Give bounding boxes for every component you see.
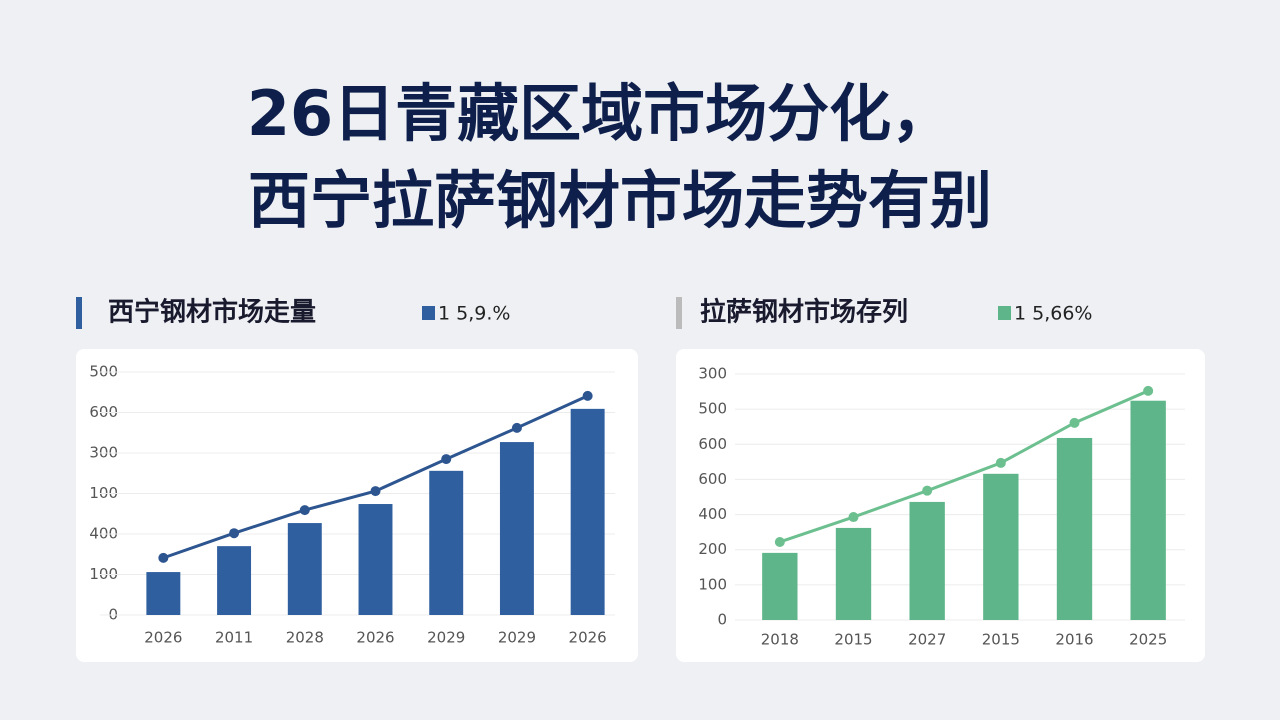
x-tick-label: 2026 <box>569 629 607 647</box>
heading-accent <box>676 297 682 329</box>
heading-accent <box>76 297 82 329</box>
x-tick-label: 2011 <box>215 629 253 647</box>
legend-label: 1 5,66% <box>1014 303 1093 325</box>
bar <box>1130 400 1166 620</box>
bar <box>762 552 798 620</box>
bar <box>909 501 945 620</box>
x-tick-label: 2029 <box>498 629 536 647</box>
line-point <box>511 422 522 433</box>
x-tick-label: 2027 <box>908 631 946 649</box>
x-tick-label: 2025 <box>1129 631 1167 649</box>
line-point <box>922 485 933 496</box>
line-point <box>995 457 1006 468</box>
x-tick-label: 2018 <box>761 631 799 649</box>
bar <box>287 523 322 615</box>
y-tick-label: 300 <box>698 365 727 383</box>
legend-swatch <box>422 306 435 320</box>
y-tick-label: 500 <box>698 400 727 418</box>
line-point <box>229 528 240 539</box>
x-tick-label: 2015 <box>834 631 872 649</box>
line-point <box>299 505 310 516</box>
y-tick-label: 600 <box>698 470 727 488</box>
y-tick-label: 100 <box>698 575 727 593</box>
bar <box>499 442 534 615</box>
bar <box>429 470 464 615</box>
title-line: 26日青藏区域市场分化， <box>247 77 953 150</box>
bar <box>358 504 393 615</box>
bar <box>1056 437 1093 620</box>
chart-heading: 西宁钢材市场走量 <box>108 297 316 328</box>
x-tick-label: 2026 <box>356 629 394 647</box>
x-tick-label: 2015 <box>982 631 1020 649</box>
line-point <box>848 512 859 523</box>
legend-swatch <box>998 306 1011 320</box>
title-line: 西宁拉萨钢材市场走势有别 <box>248 164 992 237</box>
line-point <box>370 486 381 497</box>
x-tick-label: 2029 <box>427 629 465 647</box>
line-point <box>1143 385 1154 396</box>
line <box>779 389 1149 544</box>
chart-heading: 拉萨钢材市场存列 <box>700 297 908 328</box>
bar <box>146 572 181 615</box>
line-point <box>441 454 452 465</box>
bar <box>217 546 252 615</box>
x-tick-label: 2026 <box>144 629 182 647</box>
line-point <box>1069 417 1080 428</box>
y-tick-label: 200 <box>698 540 727 558</box>
bar <box>835 527 872 620</box>
line-point <box>582 390 593 401</box>
legend-label: 1 5,9.% <box>438 303 510 325</box>
bar <box>983 473 1019 620</box>
bar <box>570 408 605 615</box>
line-point <box>158 552 169 563</box>
x-tick-label: 2016 <box>1055 631 1093 649</box>
line-point <box>774 536 785 547</box>
chart-card <box>76 349 638 662</box>
y-tick-label: 0 <box>717 611 727 629</box>
y-tick-label: 600 <box>698 435 727 453</box>
x-tick-label: 2028 <box>286 629 324 647</box>
y-tick-label: 400 <box>698 505 727 523</box>
